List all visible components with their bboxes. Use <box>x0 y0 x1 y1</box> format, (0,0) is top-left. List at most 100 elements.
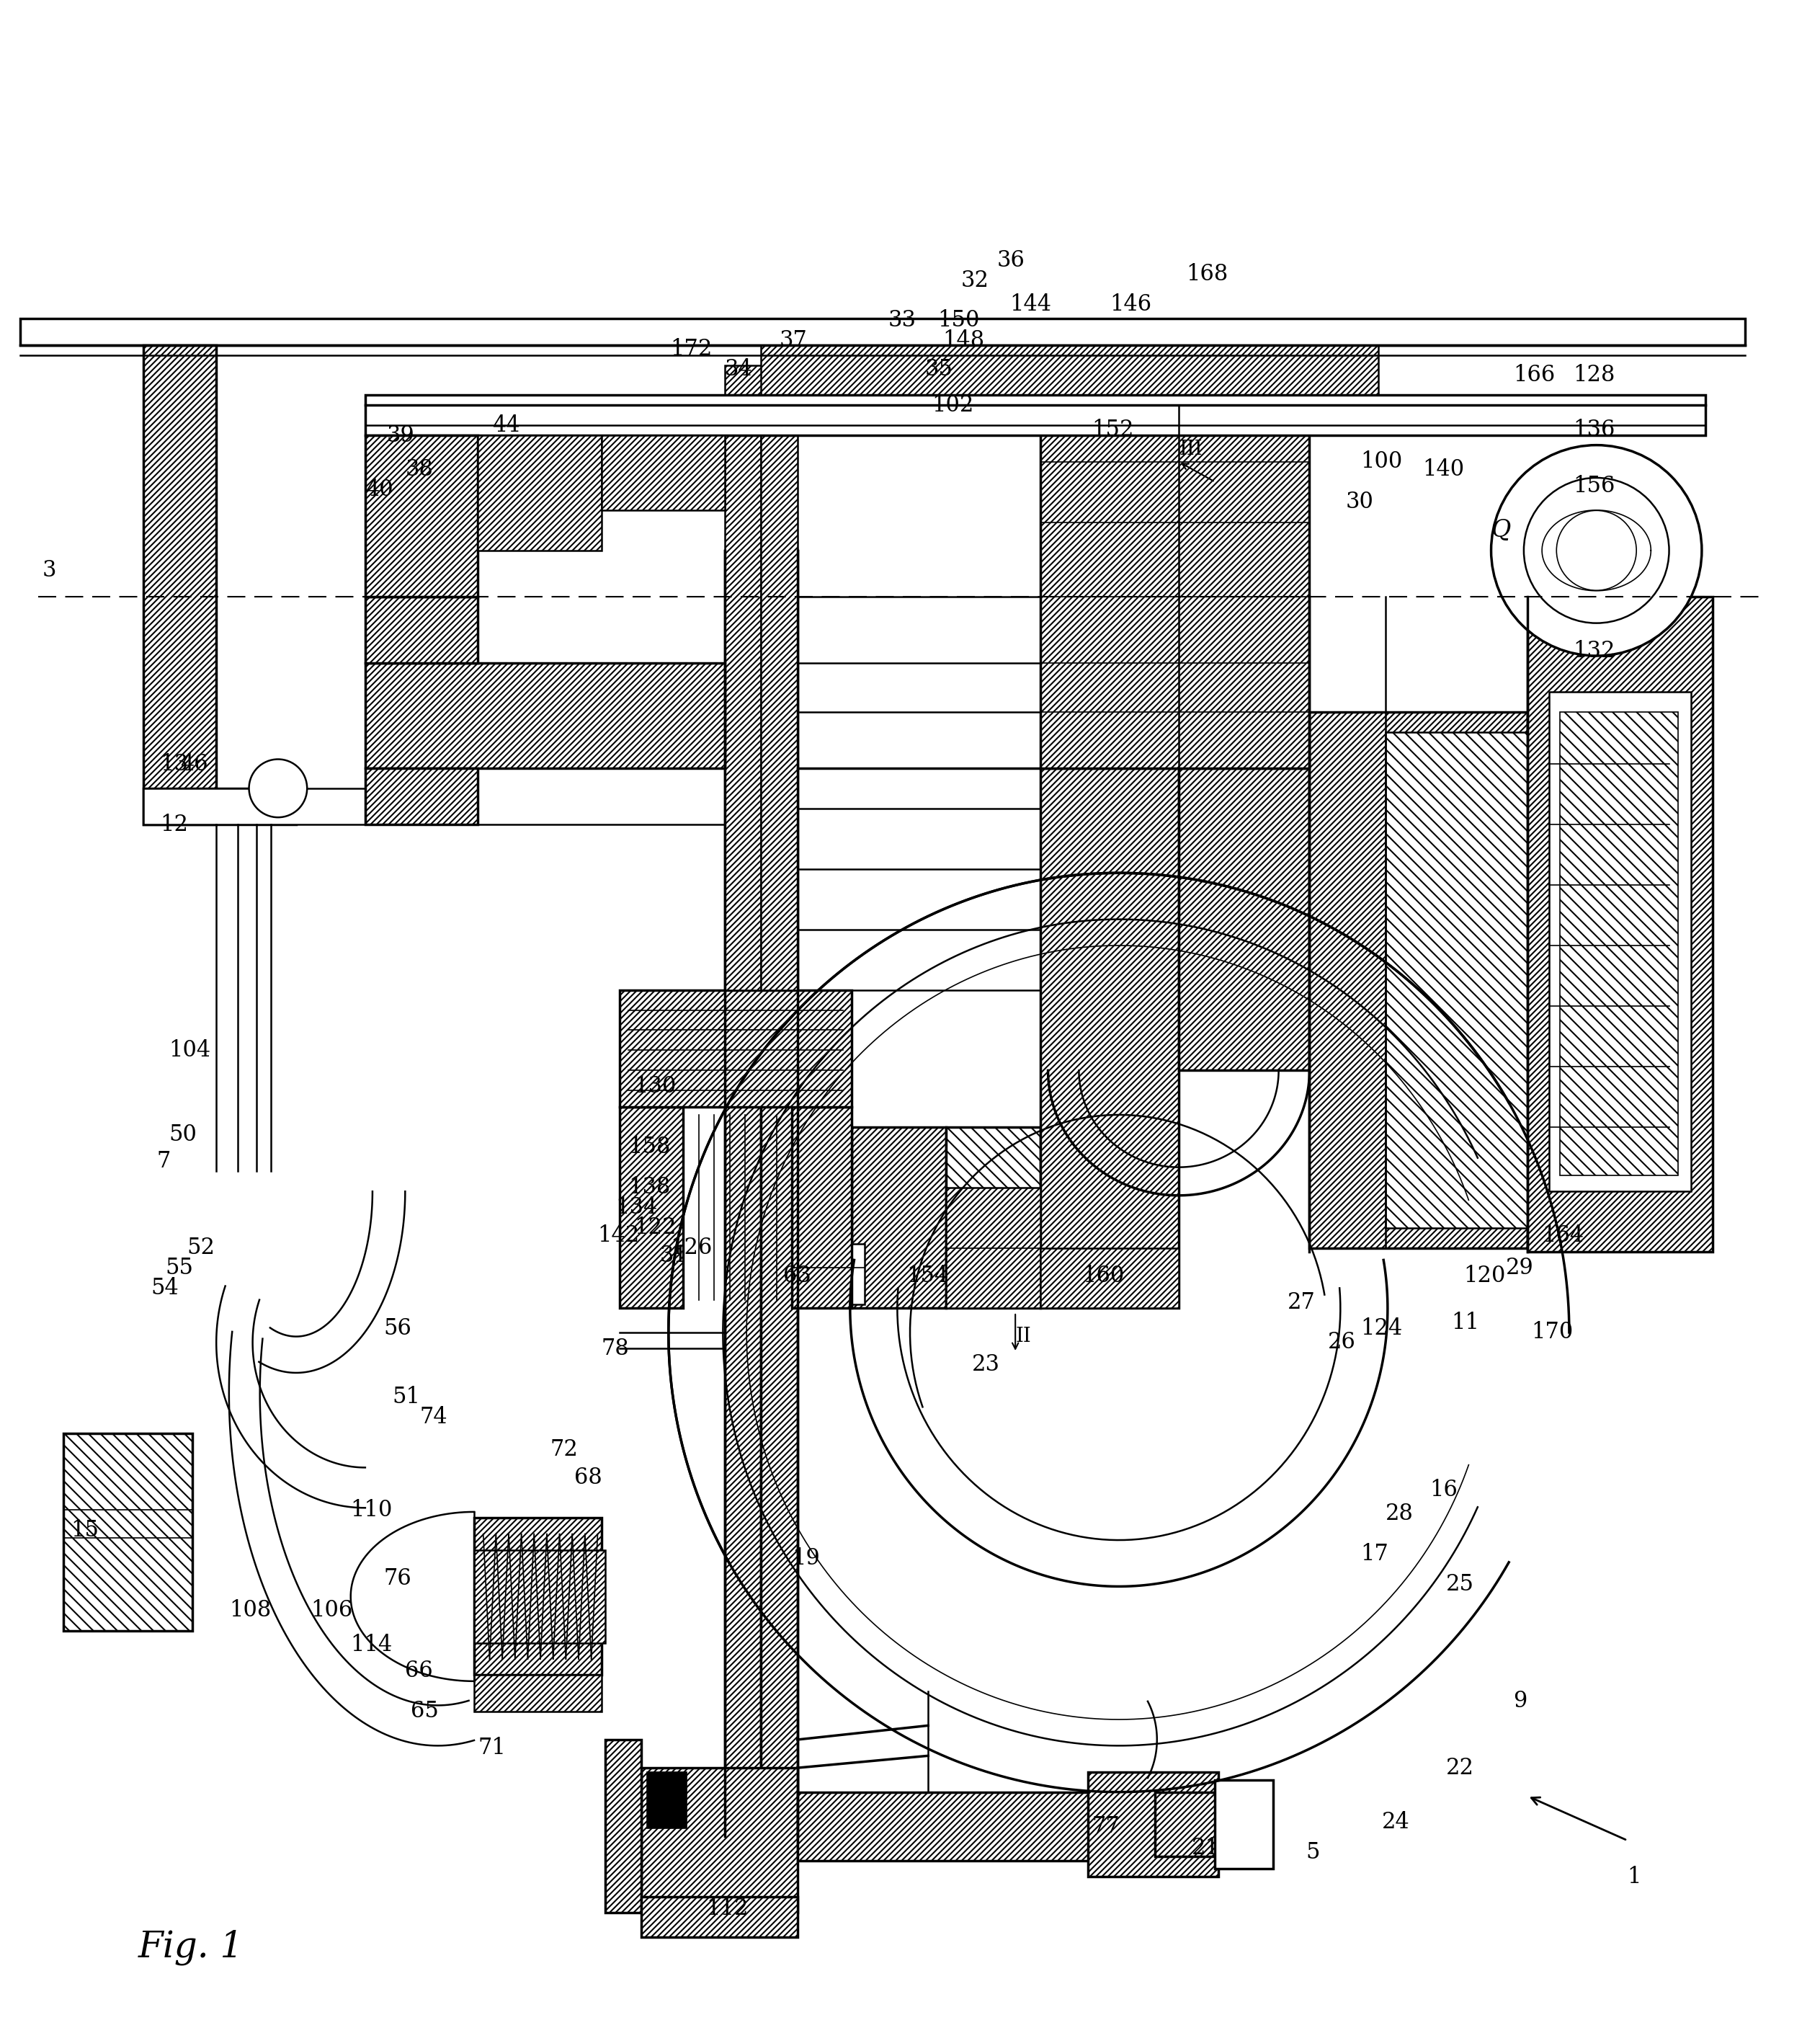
Polygon shape <box>1041 1248 1179 1309</box>
Text: 50: 50 <box>169 1123 197 1145</box>
Polygon shape <box>479 436 601 551</box>
Polygon shape <box>797 1248 852 1309</box>
Text: 140: 140 <box>1421 459 1463 481</box>
Text: 28: 28 <box>1385 1503 1414 1525</box>
Text: 100: 100 <box>1360 450 1403 473</box>
Bar <box>792 1244 864 1305</box>
Text: 144: 144 <box>1010 293 1052 315</box>
Text: 68: 68 <box>573 1467 602 1489</box>
Text: 74: 74 <box>420 1406 448 1428</box>
Text: 17: 17 <box>1360 1543 1389 1566</box>
Polygon shape <box>1385 731 1527 1228</box>
Polygon shape <box>20 319 1745 345</box>
Text: 122: 122 <box>633 1216 675 1238</box>
Polygon shape <box>475 1549 604 1642</box>
Text: 130: 130 <box>633 1075 675 1097</box>
Text: 156: 156 <box>1572 475 1614 497</box>
Text: III: III <box>1179 440 1203 459</box>
Text: Fig. 1: Fig. 1 <box>138 1929 244 1965</box>
Text: 13: 13 <box>160 753 187 776</box>
Polygon shape <box>1179 768 1310 1071</box>
Polygon shape <box>1527 596 1713 1252</box>
Text: 138: 138 <box>628 1176 670 1198</box>
Text: 39: 39 <box>388 424 415 446</box>
Text: 25: 25 <box>1445 1574 1474 1596</box>
Polygon shape <box>144 788 297 824</box>
Text: 23: 23 <box>972 1353 999 1376</box>
Text: 142: 142 <box>597 1224 639 1246</box>
Text: 146: 146 <box>1110 293 1152 315</box>
Text: 33: 33 <box>888 309 915 331</box>
Text: 27: 27 <box>1289 1291 1316 1313</box>
Text: 148: 148 <box>943 329 985 351</box>
Text: 71: 71 <box>479 1737 506 1759</box>
Text: 40: 40 <box>366 479 393 501</box>
Polygon shape <box>852 1127 946 1309</box>
Text: 110: 110 <box>351 1499 393 1521</box>
Circle shape <box>1523 479 1669 622</box>
Text: 52: 52 <box>187 1236 215 1258</box>
Text: 19: 19 <box>792 1547 819 1570</box>
Text: 16: 16 <box>1429 1479 1458 1501</box>
Text: 54: 54 <box>151 1277 178 1299</box>
Text: 166: 166 <box>1512 364 1554 386</box>
Text: 126: 126 <box>670 1236 712 1258</box>
Text: 112: 112 <box>706 1897 748 1921</box>
Polygon shape <box>1041 768 1179 1309</box>
Text: 51: 51 <box>393 1386 420 1408</box>
Text: 78: 78 <box>601 1337 630 1359</box>
Text: 132: 132 <box>1572 640 1614 663</box>
Text: 136: 136 <box>1572 418 1614 440</box>
Text: 29: 29 <box>1505 1256 1534 1279</box>
Polygon shape <box>946 1127 1041 1309</box>
Circle shape <box>249 760 308 818</box>
Text: II: II <box>1016 1327 1030 1345</box>
Polygon shape <box>144 788 384 824</box>
Text: 38: 38 <box>406 459 433 481</box>
Text: 15: 15 <box>71 1519 98 1541</box>
Text: 32: 32 <box>961 269 988 291</box>
Text: 11: 11 <box>1451 1311 1480 1333</box>
Text: 76: 76 <box>384 1568 411 1590</box>
Polygon shape <box>1310 711 1527 1248</box>
Text: 26: 26 <box>1327 1331 1356 1353</box>
Text: 72: 72 <box>550 1438 579 1460</box>
Text: 114: 114 <box>351 1634 393 1656</box>
Text: 150: 150 <box>937 309 979 331</box>
Text: 22: 22 <box>1445 1757 1474 1780</box>
Circle shape <box>1556 511 1636 590</box>
Polygon shape <box>604 1739 641 1913</box>
Text: 108: 108 <box>229 1600 271 1622</box>
Polygon shape <box>1156 1792 1247 1856</box>
Polygon shape <box>797 1792 1156 1860</box>
Text: 168: 168 <box>1187 263 1228 285</box>
Text: 24: 24 <box>1381 1812 1410 1834</box>
Text: 128: 128 <box>1572 364 1614 386</box>
Polygon shape <box>366 436 479 596</box>
Text: 158: 158 <box>628 1135 670 1157</box>
Polygon shape <box>619 990 852 1107</box>
Text: 37: 37 <box>779 329 808 351</box>
Text: 160: 160 <box>1083 1265 1125 1287</box>
Polygon shape <box>792 1107 852 1309</box>
Polygon shape <box>1216 1780 1274 1869</box>
Text: 170: 170 <box>1531 1321 1572 1343</box>
Polygon shape <box>761 551 797 1836</box>
Circle shape <box>1491 444 1702 656</box>
Text: 120: 120 <box>1463 1265 1505 1287</box>
Polygon shape <box>724 406 761 990</box>
Text: 30: 30 <box>1345 491 1374 513</box>
Bar <box>1560 711 1678 1176</box>
Text: 102: 102 <box>932 394 974 416</box>
Text: 124: 124 <box>1360 1317 1403 1339</box>
Text: 134: 134 <box>615 1196 657 1218</box>
Polygon shape <box>724 551 761 1836</box>
Text: 36: 36 <box>997 248 1025 271</box>
Text: 5: 5 <box>1307 1842 1320 1864</box>
Text: 164: 164 <box>1542 1224 1583 1246</box>
Polygon shape <box>601 436 724 511</box>
Polygon shape <box>761 406 797 990</box>
Polygon shape <box>144 345 217 824</box>
Polygon shape <box>641 1897 797 1937</box>
Text: 63: 63 <box>783 1265 812 1287</box>
